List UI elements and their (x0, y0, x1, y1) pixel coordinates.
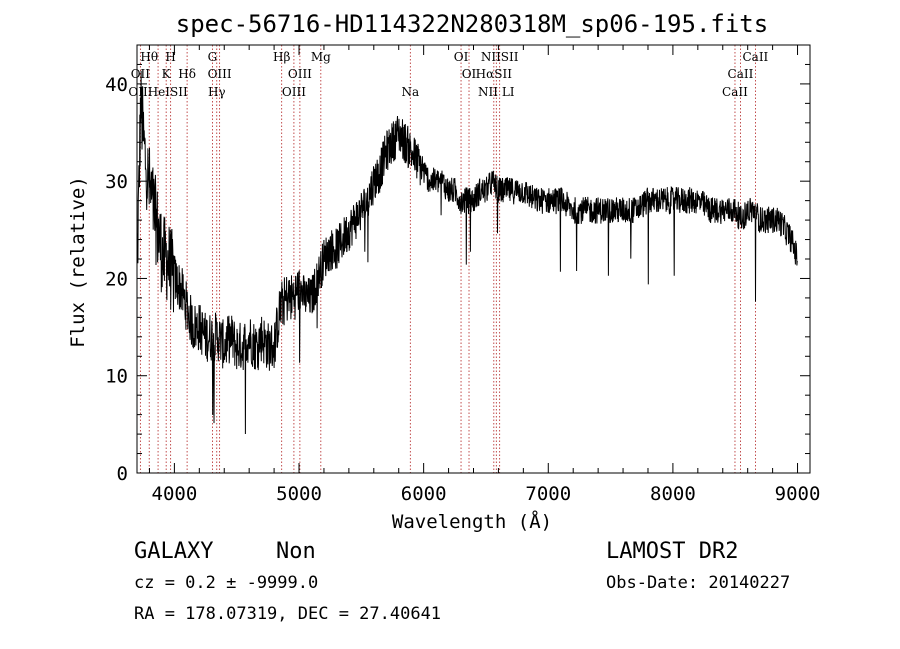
x-tick-label: 5000 (276, 483, 322, 505)
spectral-line-label: OI (454, 50, 469, 64)
y-axis: 0 10 20 30 40 (105, 63, 810, 485)
spectral-line-label: OIII (288, 67, 312, 81)
y-axis-label: Flux (relative) (67, 176, 89, 348)
spectral-line-label: OIII (208, 67, 232, 81)
redshift-cz: cz = 0.2 ± -9999.0 (134, 573, 318, 593)
x-axis: 4000 5000 6000 7000 8000 9000 (148, 45, 821, 505)
spectral-line-markers (139, 45, 756, 473)
object-subclass: Non (276, 539, 316, 564)
spectral-line-label: G (208, 50, 218, 64)
x-tick-label: 7000 (525, 483, 571, 505)
y-tick-label: 30 (105, 171, 128, 193)
spectral-line-label: OII (131, 67, 151, 81)
spectral-line-label: NIISII (481, 50, 519, 64)
chart-title: spec-56716-HD114322N280318M_sp06-195.fit… (176, 10, 768, 38)
x-tick-label: 4000 (152, 483, 198, 505)
y-tick-label: 0 (117, 463, 128, 485)
spectral-line-label: Hθ (140, 50, 158, 64)
sky-coordinates: RA = 178.07319, DEC = 27.40641 (134, 604, 441, 624)
spectral-line-label: NII LI (478, 85, 515, 99)
spectral-line-label: Mg (311, 50, 331, 64)
spectral-line-label: Na (401, 85, 419, 99)
spectral-line-label: OIIHeISII (128, 85, 188, 99)
spectral-line-label: Hδ (178, 67, 196, 81)
spectrum-series (136, 70, 798, 435)
spectral-line-label: CaII (742, 50, 768, 64)
spectral-line-label: CaII (722, 85, 748, 99)
x-axis-label: Wavelength (Å) (392, 510, 552, 533)
spectral-line-label: Hγ (208, 85, 226, 99)
survey-name: LAMOST DR2 (606, 539, 738, 564)
spectral-line-label: H (165, 50, 175, 64)
spectral-line-label: OIII (282, 85, 306, 99)
y-tick-label: 20 (105, 268, 128, 290)
spectral-line-label: OI (462, 67, 477, 81)
spectral-line-label: CaII (728, 67, 754, 81)
spectral-line-label: HαSII (476, 67, 513, 81)
x-tick-label: 6000 (401, 483, 447, 505)
plot-frame (136, 44, 811, 474)
spectral-line-label: K (162, 67, 172, 81)
observation-date: Obs-Date: 20140227 (606, 573, 790, 593)
x-tick-label: 9000 (775, 483, 821, 505)
y-tick-label: 40 (105, 74, 128, 96)
x-tick-label: 8000 (650, 483, 696, 505)
y-tick-label: 10 (105, 366, 128, 388)
object-class: GALAXY (134, 539, 213, 564)
spectrum-line (136, 70, 798, 435)
spectral-line-label: Hβ (273, 50, 290, 64)
